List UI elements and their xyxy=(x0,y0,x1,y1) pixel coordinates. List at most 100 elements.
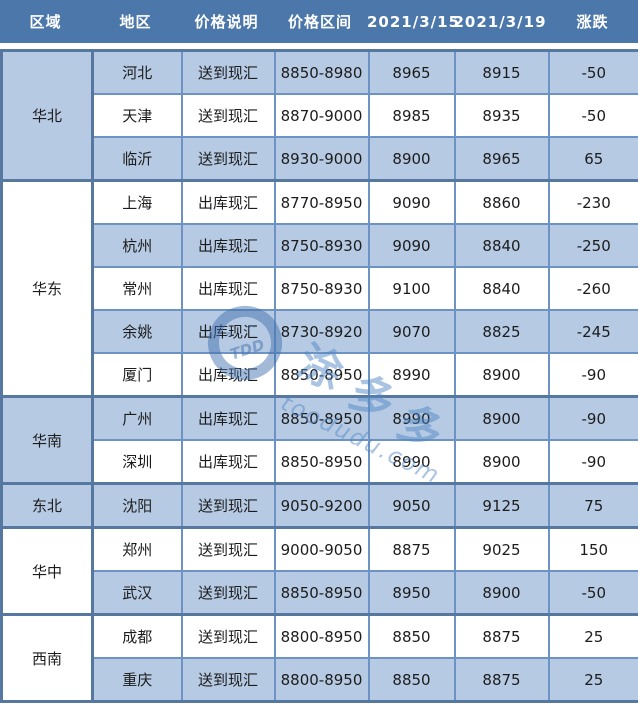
date2-price-cell: 8935 xyxy=(453,93,550,138)
change-cell: -230 xyxy=(547,179,638,225)
area-cell: 厦门 xyxy=(91,352,183,398)
area-cell: 郑州 xyxy=(91,526,183,572)
date2-price-cell: 8860 xyxy=(453,179,550,225)
area-cell: 河北 xyxy=(91,49,183,95)
price-range-cell: 8750-8930 xyxy=(273,223,370,268)
price-range-cell: 8850-8950 xyxy=(273,439,370,485)
date1-price-cell: 8990 xyxy=(367,439,456,485)
change-cell: 25 xyxy=(547,657,638,703)
area-cell: 武汉 xyxy=(91,570,183,616)
price-desc-cell: 送到现汇 xyxy=(180,49,276,95)
table-row: 常州 出库现汇 8750-8930 9100 8840 -260 xyxy=(2,266,638,311)
date2-price-cell: 8900 xyxy=(453,439,550,485)
region-cell: 华中 xyxy=(0,526,94,616)
change-cell: -250 xyxy=(547,223,638,268)
header-change: 涨跌 xyxy=(576,13,609,31)
date2-price-cell: 8965 xyxy=(453,136,550,182)
price-range-cell: 8850-8950 xyxy=(273,395,370,441)
price-desc-cell: 送到现汇 xyxy=(180,570,276,616)
price-desc-cell: 出库现汇 xyxy=(180,309,276,354)
date2-price-cell: 9125 xyxy=(453,482,550,529)
region-cell: 华南 xyxy=(0,395,94,485)
header-price-desc: 价格说明 xyxy=(194,13,259,31)
price-desc-cell: 送到现汇 xyxy=(180,526,276,572)
price-range-cell: 8800-8950 xyxy=(273,657,370,703)
region-cell: 华东 xyxy=(0,179,94,398)
change-cell: 75 xyxy=(547,482,638,529)
table-row: 重庆 送到现汇 8800-8950 8850 8875 25 xyxy=(2,657,638,703)
date1-price-cell: 8900 xyxy=(367,136,456,182)
header-date-2: 2021/3/19 xyxy=(453,12,547,31)
price-range-cell: 8750-8930 xyxy=(273,266,370,311)
header-area: 地区 xyxy=(119,13,152,31)
change-cell: 150 xyxy=(547,526,638,572)
table-row: 东北 沈阳 送到现汇 9050-9200 9050 9125 75 xyxy=(0,482,638,529)
price-range-cell: 8850-8980 xyxy=(273,49,370,95)
price-desc-cell: 出库现汇 xyxy=(180,266,276,311)
date2-price-cell: 8825 xyxy=(453,309,550,354)
date1-price-cell: 8985 xyxy=(367,93,456,138)
area-cell: 临沂 xyxy=(91,136,183,182)
date2-price-cell: 8900 xyxy=(453,352,550,398)
change-cell: -260 xyxy=(547,266,638,311)
area-cell: 余姚 xyxy=(91,309,183,354)
price-range-cell: 8730-8920 xyxy=(273,309,370,354)
date1-price-cell: 9090 xyxy=(367,179,456,225)
table-row: 杭州 出库现汇 8750-8930 9090 8840 -250 xyxy=(2,223,638,268)
area-cell: 深圳 xyxy=(91,439,183,485)
date1-price-cell: 8965 xyxy=(367,49,456,95)
date2-price-cell: 9025 xyxy=(453,526,550,572)
price-desc-cell: 出库现汇 xyxy=(180,439,276,485)
change-cell: -50 xyxy=(547,570,638,616)
area-cell: 常州 xyxy=(91,266,183,311)
price-range-cell: 8850-8950 xyxy=(273,570,370,616)
price-table-body: 华北 河北 送到现汇 8850-8980 8965 8915 -50 天津 送到现汇 8870-9… xyxy=(0,49,638,703)
date2-price-cell: 8915 xyxy=(453,49,550,95)
change-cell: 65 xyxy=(547,136,638,182)
date1-price-cell: 8990 xyxy=(367,352,456,398)
price-range-cell: 8930-9000 xyxy=(273,136,370,182)
area-cell: 重庆 xyxy=(91,657,183,703)
date2-price-cell: 8875 xyxy=(453,613,550,659)
header-region: 区域 xyxy=(29,13,62,31)
date2-price-cell: 8900 xyxy=(453,570,550,616)
header-gap xyxy=(0,43,638,49)
price-desc-cell: 出库现汇 xyxy=(180,395,276,441)
price-range-cell: 8870-9000 xyxy=(273,93,370,138)
table-row: 华南 广州 出库现汇 8850-8950 8990 8900 -90 xyxy=(0,395,638,485)
table-row: 武汉 送到现汇 8850-8950 8950 8900 -50 xyxy=(2,570,638,616)
price-desc-cell: 送到现汇 xyxy=(180,482,276,529)
date2-price-cell: 8875 xyxy=(453,657,550,703)
change-cell: 25 xyxy=(547,613,638,659)
table-row: 华中 郑州 送到现汇 9000-9050 8875 9025 150 xyxy=(0,526,638,616)
table-row: 西南 成都 送到现汇 8800-8950 8850 8875 25 xyxy=(0,613,638,703)
date1-price-cell: 8850 xyxy=(367,657,456,703)
change-cell: -245 xyxy=(547,309,638,354)
area-cell: 成都 xyxy=(91,613,183,659)
change-cell: -50 xyxy=(547,49,638,95)
date1-price-cell: 9070 xyxy=(367,309,456,354)
price-range-cell: 8770-8950 xyxy=(273,179,370,225)
table-header-row: 区域 地区 价格说明 价格区间 2021/3/15 2021/3/19 涨跌 xyxy=(0,0,638,43)
price-desc-cell: 出库现汇 xyxy=(180,352,276,398)
price-desc-cell: 出库现汇 xyxy=(180,223,276,268)
table-row: 华北 河北 送到现汇 8850-8980 8965 8915 -50 xyxy=(0,49,638,182)
price-range-cell: 9000-9050 xyxy=(273,526,370,572)
date2-price-cell: 8840 xyxy=(453,266,550,311)
price-range-cell: 9050-9200 xyxy=(273,482,370,529)
date1-price-cell: 9100 xyxy=(367,266,456,311)
price-range-cell: 8800-8950 xyxy=(273,613,370,659)
price-range-cell: 8850-8950 xyxy=(273,352,370,398)
area-cell: 广州 xyxy=(91,395,183,441)
region-cell: 西南 xyxy=(0,613,94,703)
date1-price-cell: 9050 xyxy=(367,482,456,529)
date1-price-cell: 8850 xyxy=(367,613,456,659)
region-cell: 东北 xyxy=(0,482,94,529)
price-desc-cell: 出库现汇 xyxy=(180,179,276,225)
date2-price-cell: 8900 xyxy=(453,395,550,441)
price-desc-cell: 送到现汇 xyxy=(180,613,276,659)
change-cell: -90 xyxy=(547,352,638,398)
date1-price-cell: 8990 xyxy=(367,395,456,441)
change-cell: -90 xyxy=(547,439,638,485)
price-desc-cell: 送到现汇 xyxy=(180,657,276,703)
